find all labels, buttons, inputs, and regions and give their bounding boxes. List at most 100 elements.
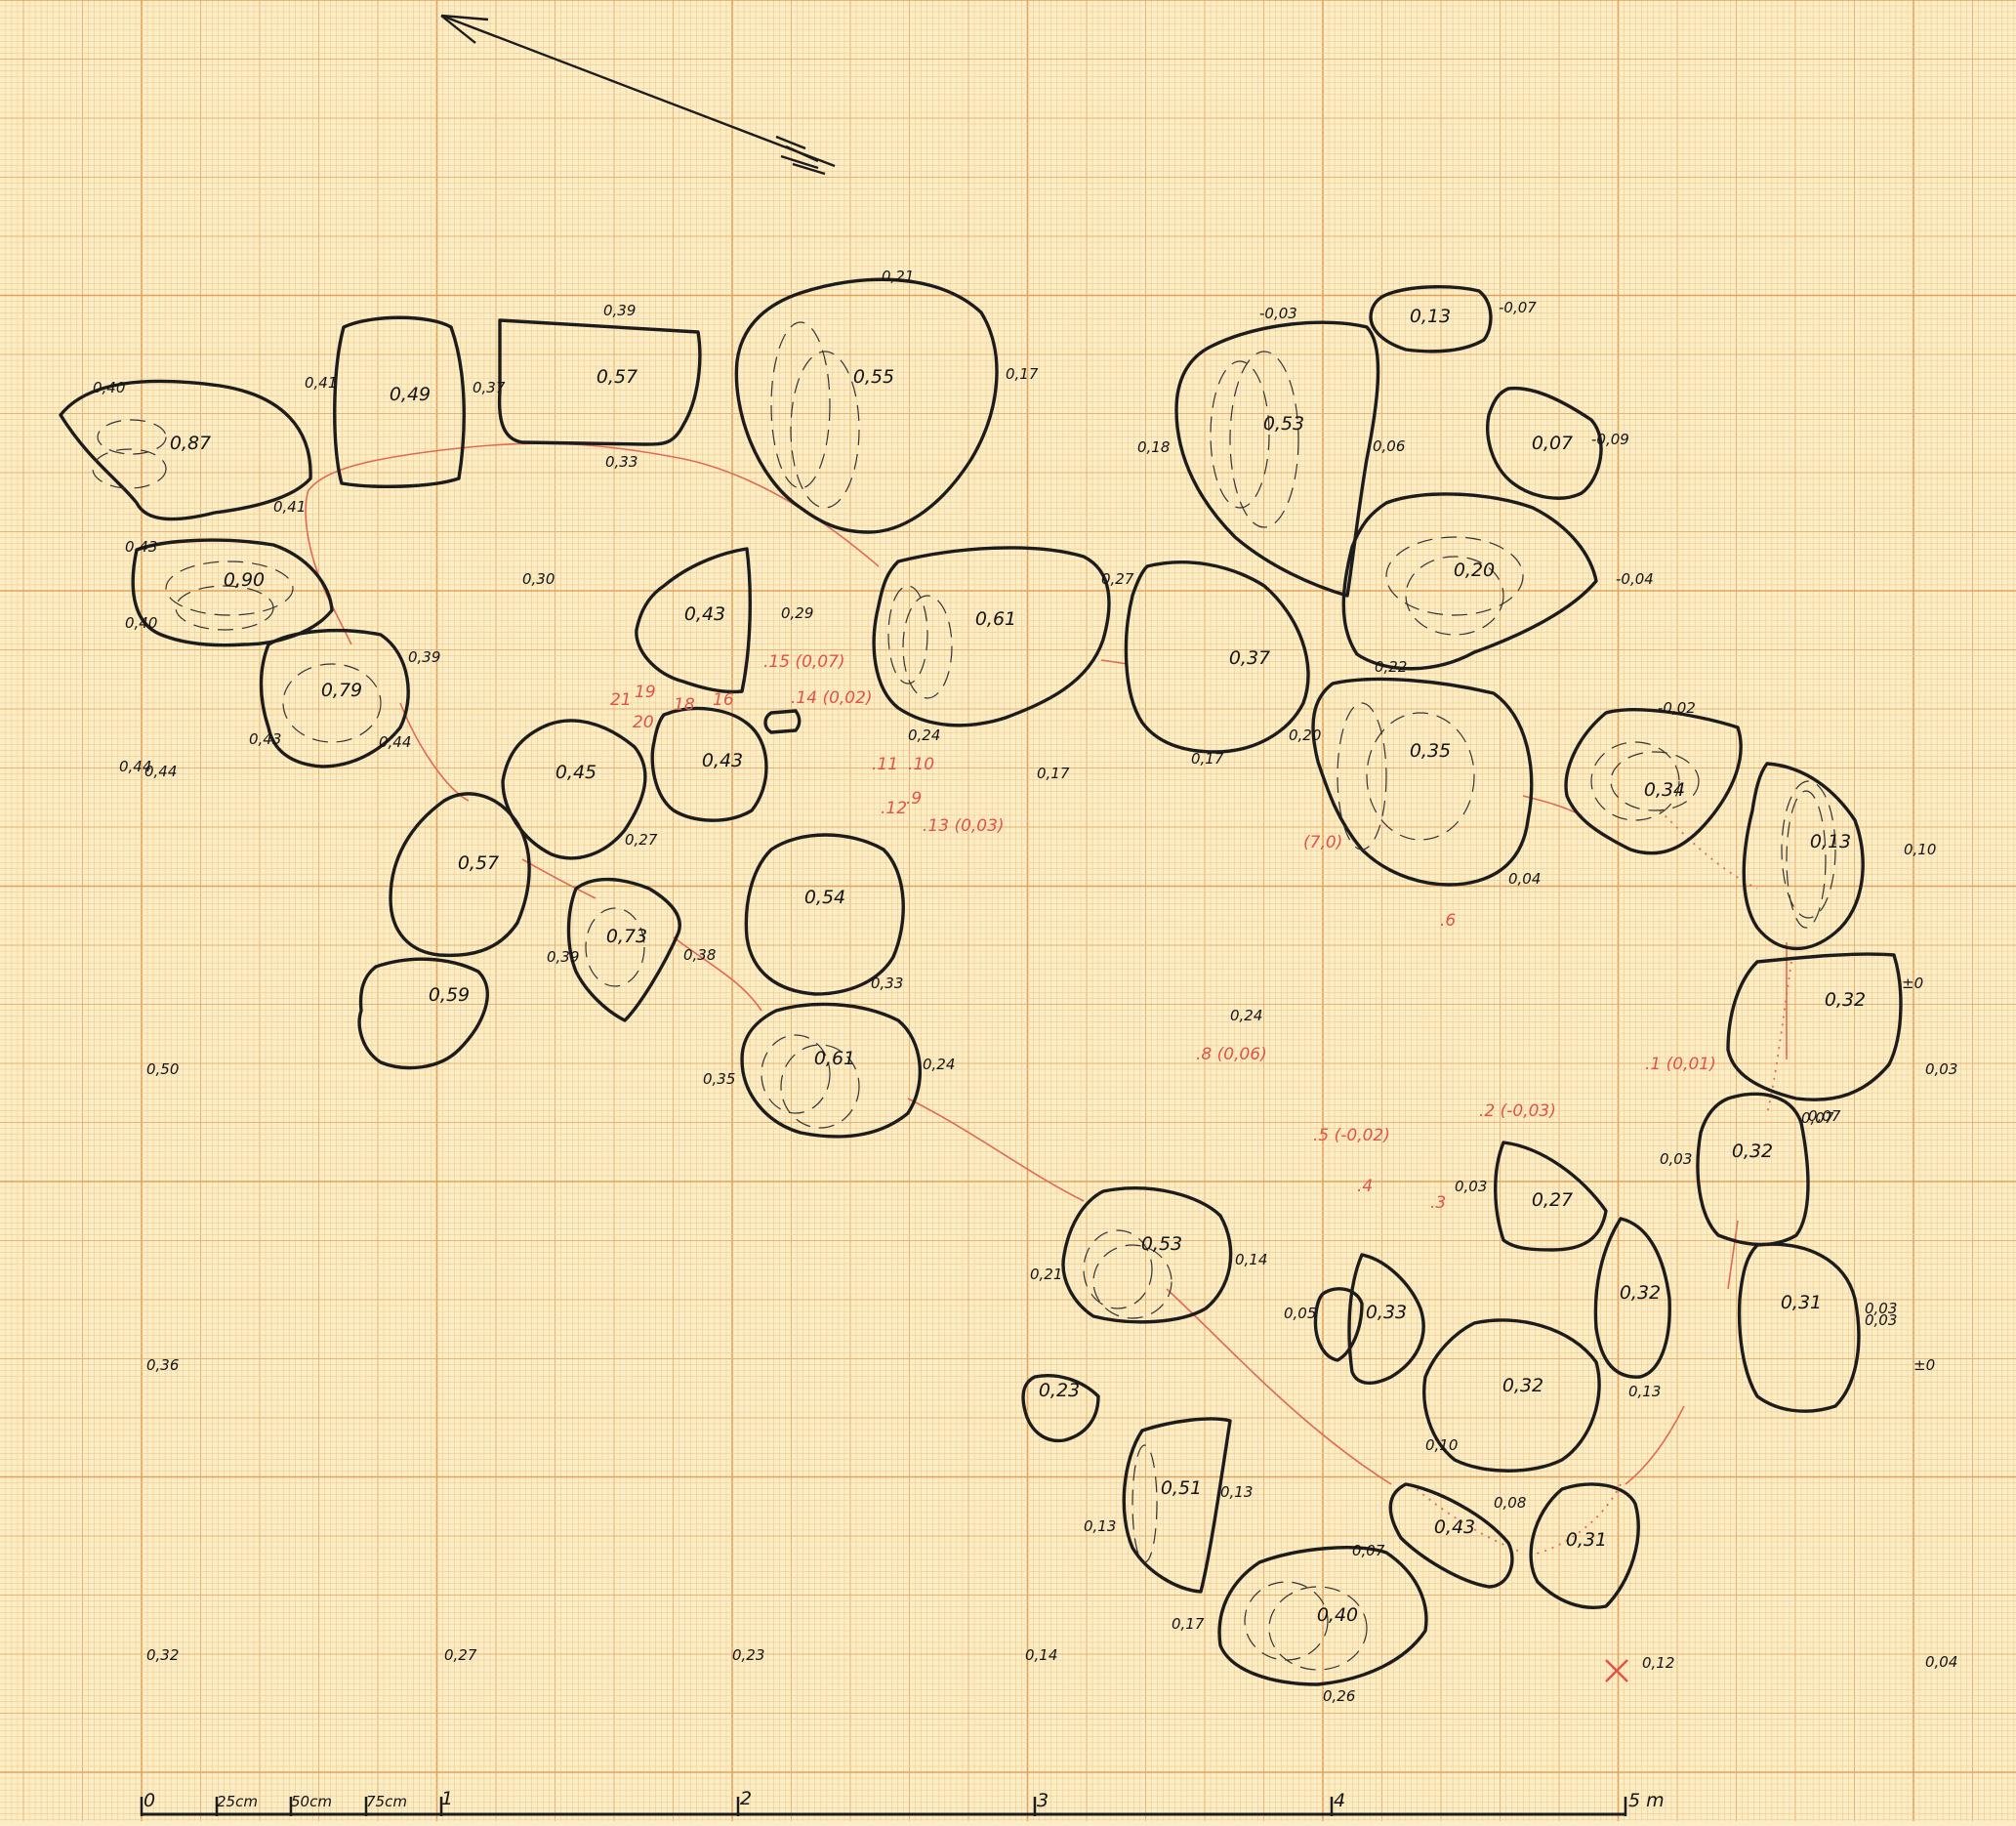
stone-height-label: 0,54: [804, 887, 845, 908]
elevation-value: 0,13: [1084, 1517, 1116, 1535]
stone-height-label: 0,32: [1732, 1141, 1773, 1162]
stone-height-label: 0,73: [606, 926, 647, 947]
stone: 0,90: [131, 538, 334, 647]
elevation-value: 0,18: [1137, 438, 1170, 456]
stone: 0,13: [1369, 285, 1493, 353]
stone-outline: [1217, 1546, 1428, 1686]
elevation-value: 0,24: [923, 1056, 955, 1073]
elevation-value: 0,41: [305, 374, 337, 392]
stone-height-label: 0,27: [1532, 1189, 1573, 1211]
elevation-value: 0,44: [119, 758, 151, 775]
stone-height-label: 0,43: [1434, 1516, 1475, 1538]
stone-hatching: [902, 595, 953, 699]
stone: 0,55: [734, 277, 999, 534]
stone: 0,31: [1737, 1242, 1861, 1413]
stone-outline: [744, 833, 905, 996]
find-marker: .10: [908, 755, 934, 774]
elevation-value: -0,02: [1658, 699, 1696, 717]
stone-hatching: [585, 907, 645, 987]
scale-label: 75cm: [366, 1793, 407, 1810]
stone: 0,13: [1742, 762, 1865, 951]
elevation-value: 0,44: [379, 733, 411, 751]
stone: [1313, 1287, 1364, 1362]
elevation-value: 0,07: [1808, 1107, 1841, 1125]
stone-hatching: [887, 585, 928, 685]
stone-outline: [1311, 677, 1534, 887]
find-marker: .2 (-0,03): [1479, 1101, 1556, 1121]
stone-hatching: [165, 560, 294, 616]
stone-outline: [740, 1002, 922, 1139]
stone-outline: [1486, 386, 1603, 500]
elevation-value: 0,20: [1289, 726, 1321, 744]
elevation-value: 0,07: [1352, 1542, 1385, 1559]
stone-height-label: 0,37: [1229, 647, 1270, 669]
stone-hatching: [1405, 556, 1504, 636]
stone-outline: [1021, 1374, 1100, 1443]
find-marker: .5 (-0,02): [1313, 1126, 1390, 1145]
stone-hatching: [1610, 751, 1700, 811]
stone-hatching: [1337, 702, 1387, 851]
stones-layer: 0,87 0,49 0,57 0,55 0,90 0,79 0,43 0,61 0,45 0,43…: [59, 277, 1903, 1686]
stone-outline: [1742, 762, 1865, 951]
find-marker: .4: [1357, 1177, 1373, 1196]
stone-height-label: 0,13: [1410, 306, 1451, 327]
north-arrow-icon: [440, 14, 836, 176]
stone-outline: [501, 719, 647, 860]
stone-height-label: 0,90: [224, 569, 265, 591]
stone-height-label: 0,57: [458, 852, 499, 874]
stone-hatching: [1786, 790, 1827, 929]
stone: 0,54: [744, 833, 905, 996]
elevation-value: -0,04: [1616, 570, 1654, 588]
stone-outline: [1124, 560, 1310, 754]
stone-height-label: 0,13: [1810, 831, 1851, 852]
elevation-value: 0,26: [1323, 1687, 1355, 1705]
stone-outline: [1122, 1417, 1232, 1594]
scale-label: 0: [144, 1790, 155, 1811]
stone-height-label: 0,40: [1317, 1604, 1358, 1626]
stone-hatching: [175, 585, 274, 631]
stone-height-label: 0,59: [429, 984, 470, 1006]
stone-height-label: 0,43: [684, 603, 725, 625]
elevation-value: 0,03: [1660, 1150, 1692, 1168]
stone-outline: [650, 706, 768, 822]
scale-label: 50cm: [291, 1793, 332, 1810]
elevation-value: -0,07: [1499, 299, 1537, 316]
stone-hatching: [1385, 536, 1524, 616]
stone-height-label: 0,20: [1454, 560, 1495, 581]
stone-outline: [389, 792, 531, 958]
stone-outline: [1737, 1242, 1861, 1413]
stone: 0,73: [566, 877, 681, 1022]
stone: [763, 709, 802, 734]
elevation-value: 0,08: [1494, 1494, 1526, 1512]
elevation-value: 0,24: [908, 726, 940, 744]
stone-height-label: 0,32: [1825, 989, 1866, 1011]
scale-label: 4: [1334, 1790, 1345, 1811]
elevation-value: 0,21: [1030, 1266, 1062, 1283]
stone-height-label: 0,35: [1410, 740, 1451, 762]
stone-height-label: 0,55: [853, 366, 894, 388]
stone: 0,57: [497, 318, 702, 446]
stone: 0,61: [872, 546, 1111, 727]
stone: 0,57: [389, 792, 531, 958]
elevation-value: 0,07: [1801, 1109, 1834, 1127]
stone-outline: [497, 318, 702, 446]
find-marker: .15 (0,07): [763, 652, 845, 672]
stone: 0,43: [650, 706, 768, 822]
find-marker: 19: [635, 683, 656, 702]
find-marker: 20: [633, 713, 654, 732]
stone-hatching: [1366, 712, 1475, 841]
stone-hatching: [92, 448, 167, 489]
elevation-value: 0,13: [1220, 1483, 1253, 1501]
elevation-value: 0,13: [1628, 1383, 1661, 1400]
stone: 0,45: [501, 719, 647, 860]
elevation-value: 0,33: [605, 453, 638, 471]
stone-hatching: [1229, 351, 1299, 528]
scale-bar-ticks: [140, 1797, 1627, 1816]
elevation-value: 0,23: [732, 1646, 764, 1664]
stone: 0,79: [259, 628, 410, 768]
elevation-value: -0,09: [1591, 431, 1629, 448]
stone-hatching: [780, 1044, 860, 1129]
stone: 0,43: [1388, 1482, 1514, 1589]
